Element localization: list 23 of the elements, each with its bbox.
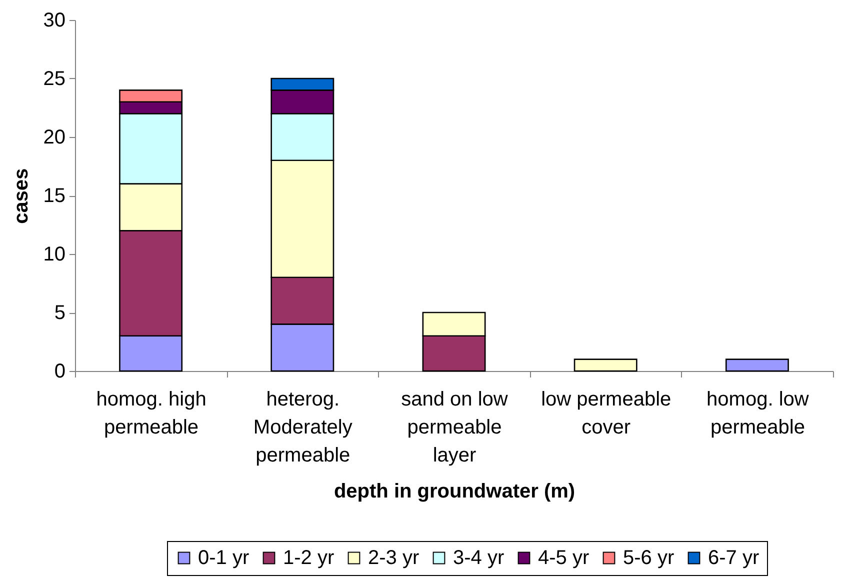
x-axis-title: depth in groundwater (m) — [334, 480, 576, 502]
x-tick-label: homog. low permeable — [706, 388, 810, 438]
bar — [725, 358, 789, 372]
y-tick-label: 25 — [43, 68, 66, 90]
y-tick-label: 30 — [43, 10, 66, 32]
legend-label: 2-3 yr — [368, 547, 420, 569]
x-tick-label: low permeable cover — [541, 388, 672, 438]
bar — [574, 358, 638, 372]
x-tick-label: sand on low permeable layer — [401, 388, 508, 466]
y-tick-label: 5 — [54, 302, 66, 324]
legend-label: 3-4 yr — [453, 547, 504, 569]
y-tick-label: 20 — [43, 126, 66, 148]
y-axis-title: cases — [10, 168, 32, 224]
y-tick-label: 0 — [54, 360, 66, 382]
y-tick-label: 15 — [43, 185, 66, 207]
legend-label: 4-5 yr — [538, 547, 590, 569]
legend-label: 6-7 yr — [708, 547, 760, 569]
y-tick-label: 10 — [43, 244, 66, 266]
x-tick-label: heterog. Moderately permeable — [253, 388, 352, 466]
x-tick-label: homog. high permeable — [96, 388, 206, 438]
legend-label: 1-2 yr — [283, 547, 334, 569]
legend-label: 5-6 yr — [623, 547, 674, 569]
legend-label: 0-1 yr — [198, 547, 250, 569]
